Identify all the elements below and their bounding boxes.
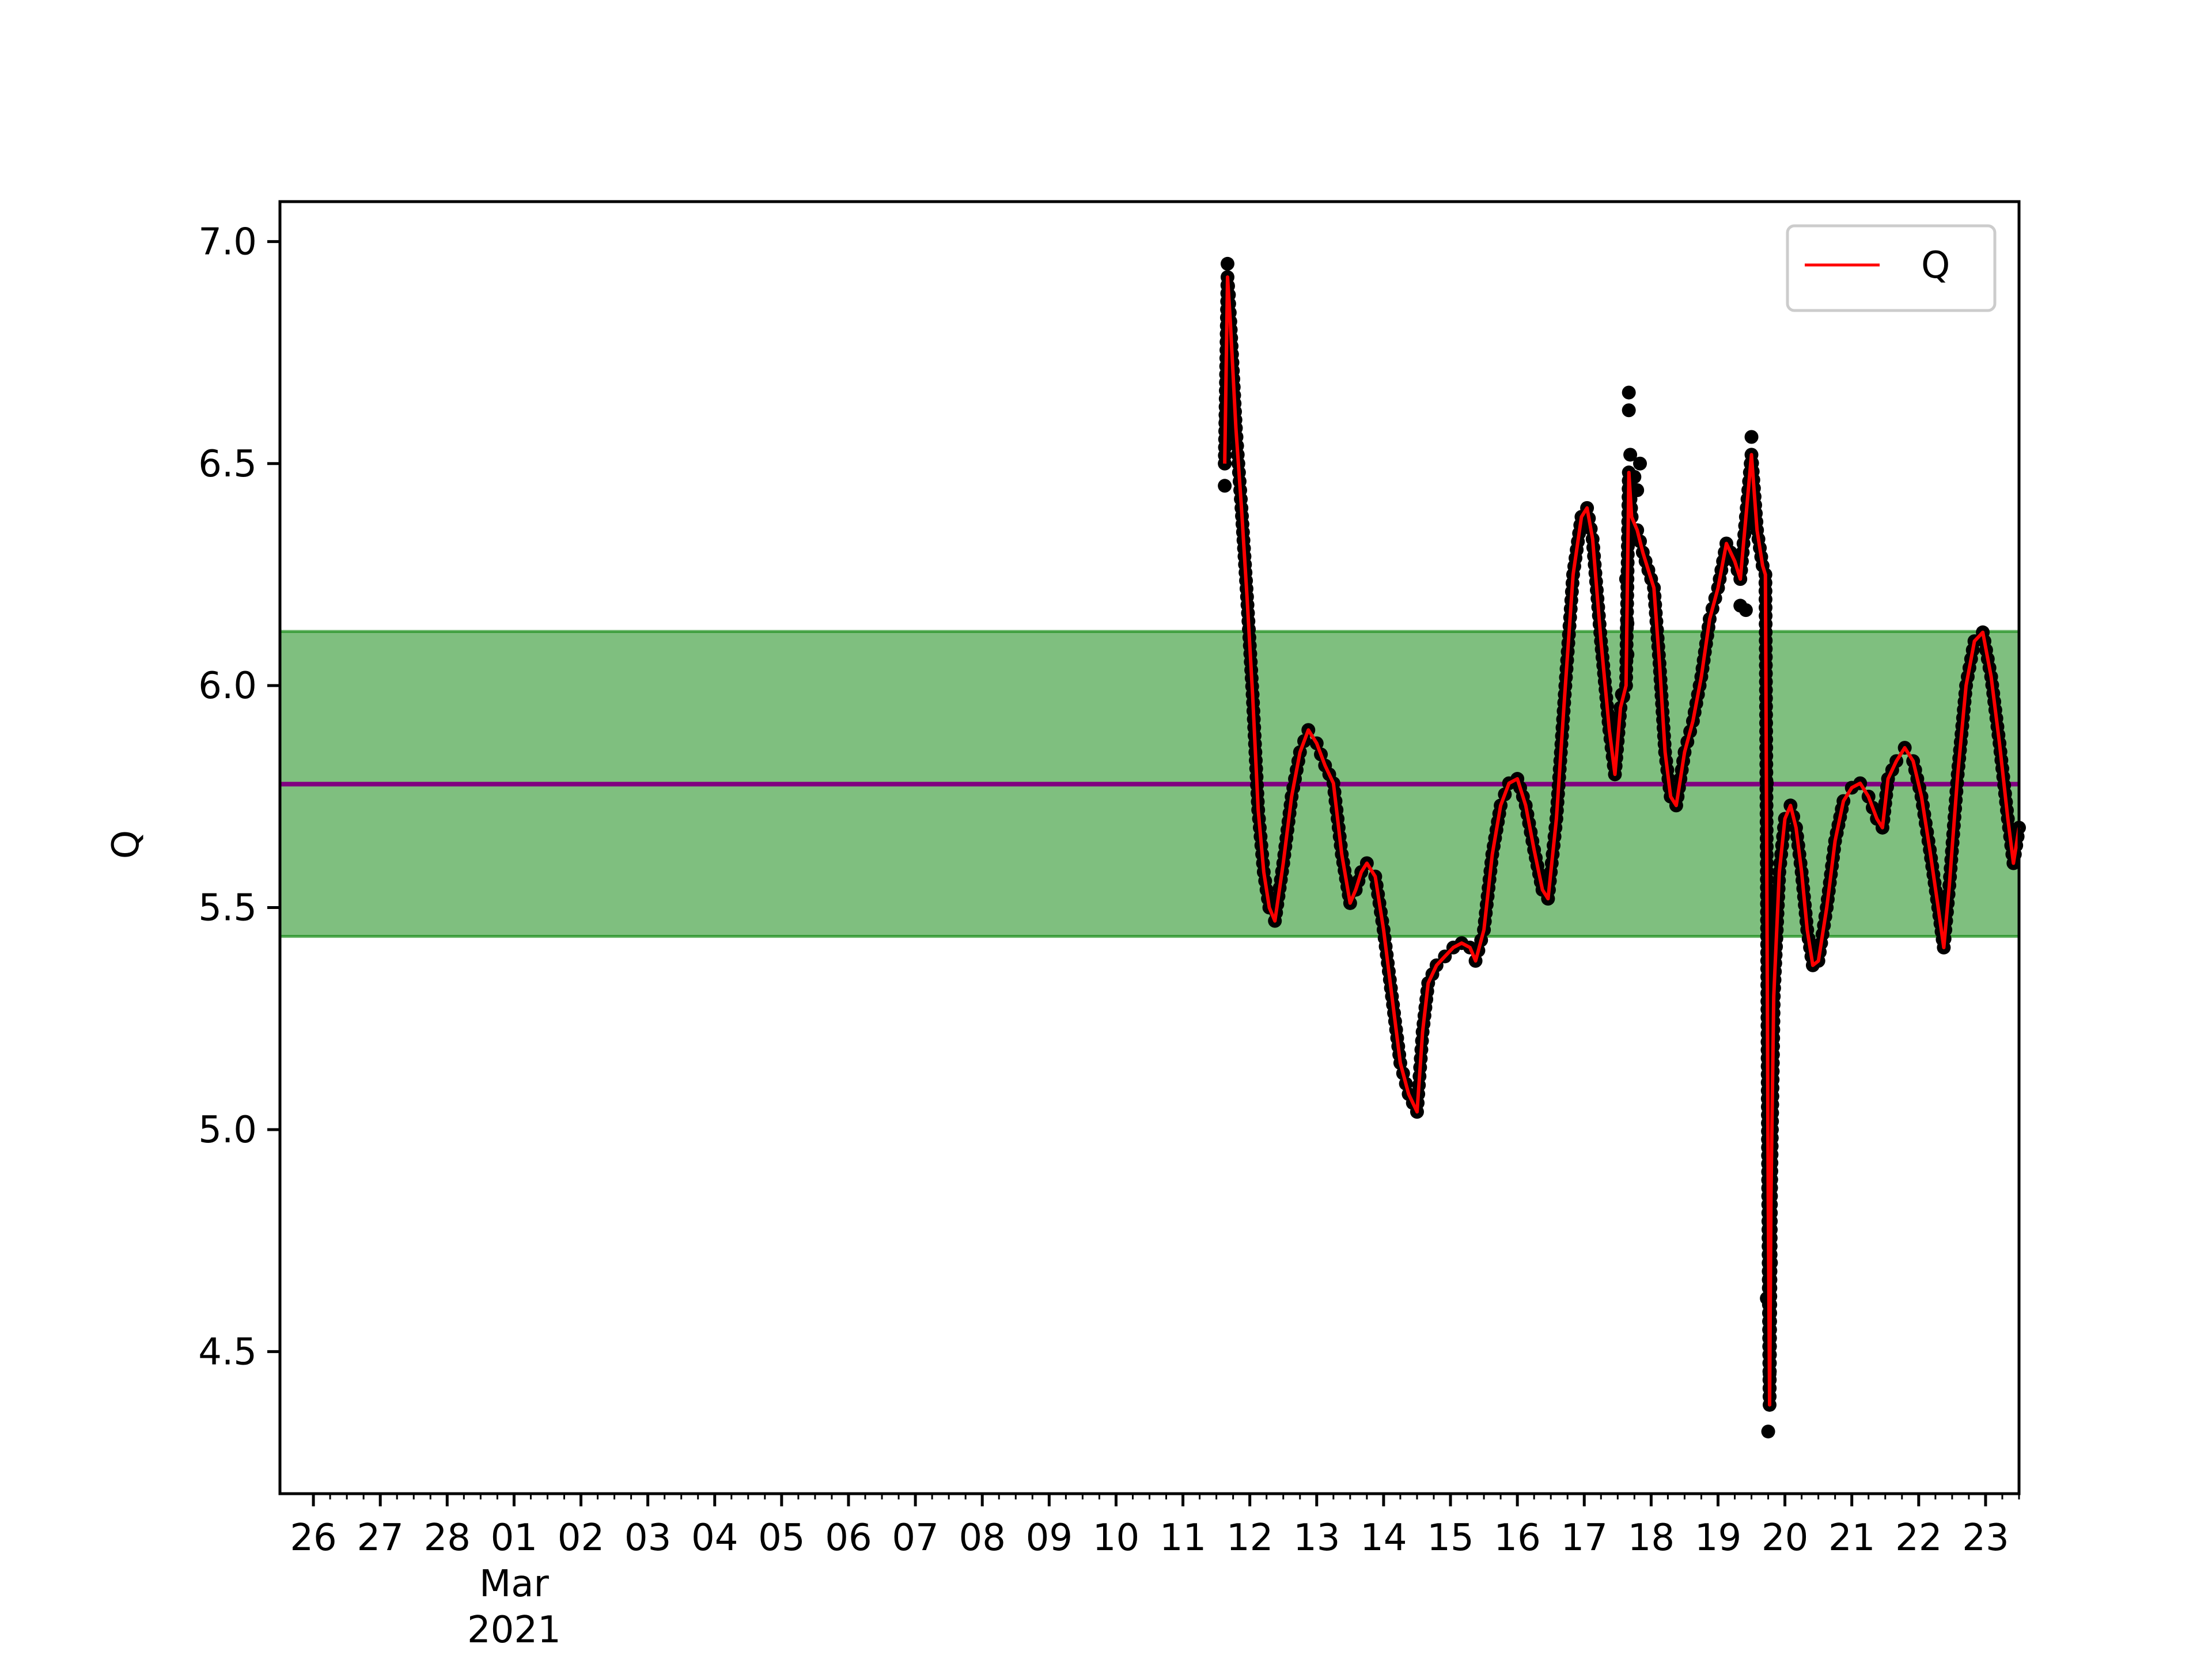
y-tick-label: 6.0 bbox=[198, 665, 257, 707]
x-tick-label: 22 bbox=[1895, 1517, 1942, 1559]
x-tick-label: 06 bbox=[825, 1517, 872, 1559]
x-tick-label: 05 bbox=[758, 1517, 805, 1559]
data-point-outlier bbox=[1761, 1425, 1775, 1439]
x-tick-label: 13 bbox=[1293, 1517, 1340, 1559]
x-tick-label: 09 bbox=[1026, 1517, 1073, 1559]
y-axis-label: Q bbox=[105, 830, 147, 859]
x-tick-label: 12 bbox=[1226, 1517, 1273, 1559]
series-line-q bbox=[1223, 275, 2021, 1407]
x-tick-label: 10 bbox=[1093, 1517, 1139, 1559]
x-tick-label: 07 bbox=[892, 1517, 938, 1559]
x-tick-label: 28 bbox=[424, 1517, 471, 1559]
x-tick-label: 18 bbox=[1628, 1517, 1675, 1559]
data-point-outlier bbox=[1733, 599, 1748, 613]
y-tick-label: 7.0 bbox=[198, 221, 257, 263]
x-tick-label: 19 bbox=[1695, 1517, 1741, 1559]
data-point-outlier bbox=[1744, 430, 1759, 444]
y-tick-label: 4.5 bbox=[198, 1331, 257, 1373]
x-tick-label: 14 bbox=[1360, 1517, 1407, 1559]
data-point-outlier bbox=[1623, 448, 1638, 462]
legend-box bbox=[1786, 224, 1997, 312]
x-tick-label: 20 bbox=[1762, 1517, 1808, 1559]
x-tick-label: 21 bbox=[1828, 1517, 1875, 1559]
data-point-outlier bbox=[1220, 256, 1234, 271]
x-tick-label: 17 bbox=[1561, 1517, 1608, 1559]
data-point-outlier bbox=[1218, 479, 1232, 493]
x-tick-label: 08 bbox=[959, 1517, 1005, 1559]
x-tick-label: 15 bbox=[1427, 1517, 1474, 1559]
y-tick-label: 5.0 bbox=[198, 1109, 257, 1152]
x-tick-sublabel: Mar bbox=[479, 1563, 549, 1605]
y-tick-label: 6.5 bbox=[198, 443, 257, 486]
x-tick-label: 27 bbox=[357, 1517, 403, 1559]
legend: Q bbox=[1786, 224, 1997, 312]
y-tick-label: 5.5 bbox=[198, 887, 257, 930]
legend-label-q: Q bbox=[1921, 244, 1950, 287]
x-tick-label: 01 bbox=[491, 1517, 537, 1559]
data-point-outlier bbox=[1630, 483, 1645, 498]
data-point-outlier bbox=[1622, 385, 1636, 400]
x-tick-sublabel: 2021 bbox=[467, 1609, 561, 1652]
x-tick-label: 03 bbox=[624, 1517, 671, 1559]
x-tick-label: 16 bbox=[1494, 1517, 1540, 1559]
x-tick-label: 23 bbox=[1962, 1517, 2009, 1559]
data-point-outlier bbox=[1622, 403, 1636, 418]
x-tick-label: 26 bbox=[290, 1517, 336, 1559]
x-tick-label: 04 bbox=[691, 1517, 738, 1559]
series-layer bbox=[1218, 256, 2026, 1439]
data-point-outlier bbox=[1633, 456, 1647, 471]
x-tick-label: 11 bbox=[1160, 1517, 1206, 1559]
x-tick-label: 02 bbox=[558, 1517, 604, 1559]
